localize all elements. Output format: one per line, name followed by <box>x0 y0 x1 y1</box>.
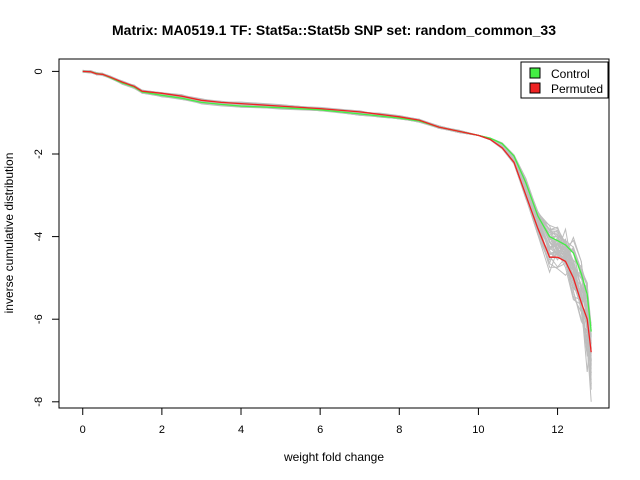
series-line-control <box>82 70 592 332</box>
background-set-line <box>82 70 592 390</box>
x-tick-label: 0 <box>80 424 86 436</box>
background-set-line <box>82 70 592 374</box>
background-sets <box>82 69 592 402</box>
background-set-line <box>82 71 592 345</box>
x-tick-label: 6 <box>317 424 323 436</box>
x-tick-label: 8 <box>396 424 402 436</box>
background-set-line <box>82 71 592 361</box>
background-set-line <box>82 70 592 353</box>
legend: Control Permuted <box>520 61 609 99</box>
legend-swatch-control <box>529 67 541 79</box>
background-set-line <box>82 71 592 355</box>
background-set-line <box>82 71 592 381</box>
background-set-line <box>82 70 592 402</box>
background-set-line <box>82 70 592 367</box>
background-set-line <box>82 70 592 373</box>
background-set-line <box>82 71 592 365</box>
background-set-line <box>82 71 592 376</box>
x-tick-label: 10 <box>472 424 484 436</box>
legend-swatch-permuted <box>529 82 541 94</box>
legend-label-control: Control <box>551 67 590 81</box>
background-set-line <box>82 70 592 360</box>
y-tick-label: 0 <box>33 68 45 74</box>
x-tick-label: 4 <box>238 424 244 436</box>
series-lines <box>82 70 592 353</box>
y-tick-label: -4 <box>33 232 45 242</box>
y-axis-label: inverse cumulative distribution <box>2 153 16 314</box>
background-set-line <box>82 71 592 365</box>
background-set-line <box>82 71 592 353</box>
background-set-line <box>82 71 592 362</box>
y-axis: 0 -2 -4 -6 -8 <box>33 68 60 407</box>
background-set-line <box>82 70 592 361</box>
background-set-line <box>82 70 592 386</box>
x-axis-label: weight fold change <box>283 450 384 464</box>
legend-label-permuted: Permuted <box>551 82 603 96</box>
series-line-permuted <box>82 70 592 353</box>
y-tick-label: -8 <box>33 397 45 407</box>
background-set-line <box>82 69 592 384</box>
background-set-line <box>82 71 592 356</box>
y-tick-label: -2 <box>33 149 45 159</box>
background-set-line <box>82 70 592 385</box>
chart-title: Matrix: MA0519.1 TF: Stat5a::Stat5b SNP … <box>112 22 556 38</box>
x-tick-label: 2 <box>159 424 165 436</box>
background-set-line <box>82 71 592 374</box>
background-set-line <box>82 71 592 358</box>
x-tick-label: 12 <box>551 424 563 436</box>
y-tick-label: -6 <box>33 314 45 324</box>
background-set-line <box>82 71 592 350</box>
x-axis: 0 2 4 6 8 10 12 <box>80 407 564 436</box>
background-set-line <box>82 70 592 370</box>
background-set-line <box>82 70 592 363</box>
